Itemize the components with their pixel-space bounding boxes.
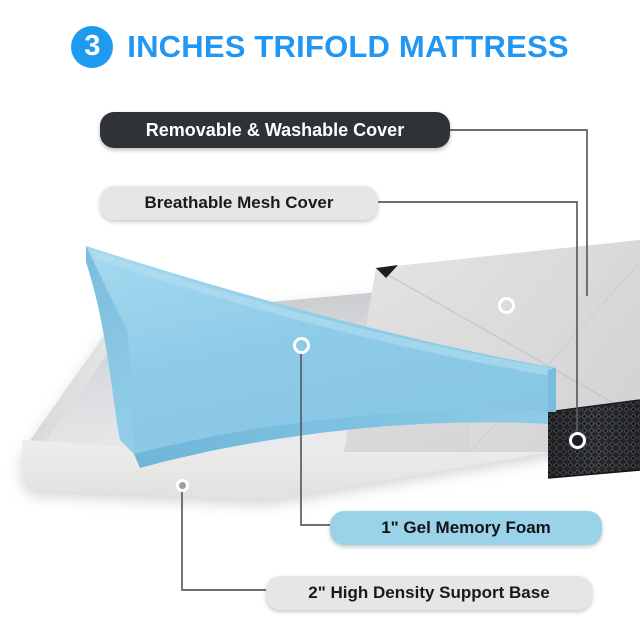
marker-breathable-mesh-cover[interactable] — [569, 432, 586, 449]
marker-support-base[interactable] — [176, 479, 189, 492]
mesh-band — [547, 399, 640, 479]
title-text: INCHES TRIFOLD MATTRESS — [127, 29, 569, 64]
callout-removable-washable-cover[interactable]: Removable & Washable Cover — [100, 112, 450, 148]
callout-connectors — [181, 129, 588, 591]
page-title: 3 INCHES TRIFOLD MATTRESS — [0, 16, 640, 78]
callout-high-density-support-base[interactable]: 2" High Density Support Base — [266, 576, 592, 610]
marker-removable-washable-cover[interactable] — [498, 297, 515, 314]
callout-gel-memory-foam[interactable]: 1" Gel Memory Foam — [330, 511, 602, 545]
inches-number-badge: 3 — [71, 26, 114, 68]
gel-memory-foam-layer — [86, 246, 556, 468]
callout-breathable-mesh-cover[interactable]: Breathable Mesh Cover — [100, 186, 378, 220]
marker-gel-memory-foam[interactable] — [293, 337, 310, 354]
gel-foam-right-edge — [548, 368, 556, 412]
